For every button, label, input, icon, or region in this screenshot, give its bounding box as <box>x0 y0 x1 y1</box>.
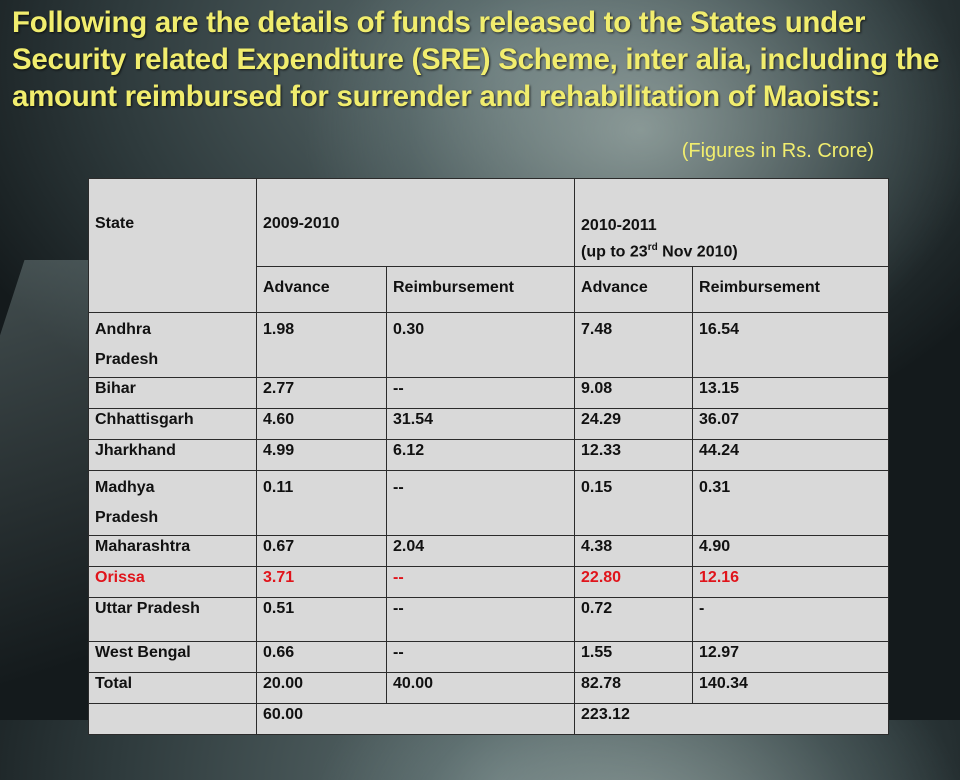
cell-state: Total <box>88 672 257 704</box>
table-row: Bihar 2.77 -- 9.08 13.15 <box>88 377 890 409</box>
cell-advance-1: 0.51 <box>256 597 387 642</box>
cell-grand-total-2010-2011: 223.12 <box>574 703 890 735</box>
cell-state: Maharashtra <box>88 535 257 567</box>
subheader-advance-1: Advance <box>256 266 387 313</box>
cell-reimbursement-1: 6.12 <box>385 439 576 471</box>
table-row: Maharashtra 0.67 2.04 4.38 4.90 <box>88 535 890 567</box>
cell-advance-2: 7.48 <box>574 312 694 378</box>
cell-reimbursement-1: 0.30 <box>385 312 576 378</box>
table-row: Chhattisgarh 4.60 31.54 24.29 36.07 <box>88 408 890 440</box>
cell-advance-1: 20.00 <box>256 672 387 704</box>
cell-advance-1: 4.60 <box>256 408 387 440</box>
cell-reimbursement-1: 40.00 <box>385 672 576 704</box>
cell-reimbursement-2: 44.24 <box>692 439 890 471</box>
cell-advance-2: 12.33 <box>574 439 694 471</box>
cell-advance-1: 4.99 <box>256 439 387 471</box>
subheader-advance-2: Advance <box>574 266 694 313</box>
cell-advance-2: 4.38 <box>574 535 694 567</box>
cell-advance-1: 0.67 <box>256 535 387 567</box>
slide-title: Following are the details of funds relea… <box>12 6 940 113</box>
cell-state: Bihar <box>88 377 257 409</box>
funds-table: State 2009-2010 2010-2011 (up to 23rd No… <box>88 178 890 735</box>
cell-state: Orissa <box>88 566 257 598</box>
cell-reimbursement-2: 12.97 <box>692 641 890 673</box>
cell-reimbursement-2: 16.54 <box>692 312 890 378</box>
cell-state: Madhya Pradesh <box>88 470 257 536</box>
cell-reimbursement-2: - <box>692 597 890 642</box>
table-row: Madhya Pradesh 0.11 -- 0.15 0.31 <box>88 470 890 536</box>
cell-reimbursement-2: 140.34 <box>692 672 890 704</box>
header-2010-2011: 2010-2011 (up to 23rd Nov 2010) <box>574 178 890 267</box>
cell-empty <box>88 703 257 735</box>
header-state: State <box>88 178 257 313</box>
table-row-grand-total: 60.00 223.12 <box>88 703 890 735</box>
cell-advance-2: 9.08 <box>574 377 694 409</box>
units-note: (Figures in Rs. Crore) <box>681 140 874 162</box>
cell-advance-1: 2.77 <box>256 377 387 409</box>
cell-advance-2: 0.72 <box>574 597 694 642</box>
cell-reimbursement-1: -- <box>385 566 576 598</box>
cell-state: West Bengal <box>88 641 257 673</box>
subheader-reimbursement-1: Reimbursement <box>385 266 576 313</box>
table-row: West Bengal 0.66 -- 1.55 12.97 <box>88 641 890 673</box>
header-2009-2010: 2009-2010 <box>255 178 576 267</box>
cell-advance-2: 82.78 <box>574 672 694 704</box>
cell-reimbursement-1: -- <box>385 597 576 642</box>
cell-advance-1: 0.66 <box>256 641 387 673</box>
cell-advance-1: 1.98 <box>256 312 387 378</box>
cell-state: Uttar Pradesh <box>88 597 257 642</box>
cell-reimbursement-1: -- <box>385 377 576 409</box>
cell-advance-2: 1.55 <box>574 641 694 673</box>
cell-reimbursement-1: -- <box>385 470 576 536</box>
cell-reimbursement-2: 12.16 <box>692 566 890 598</box>
cell-reimbursement-1: 31.54 <box>385 408 576 440</box>
table-row: Jharkhand 4.99 6.12 12.33 44.24 <box>88 439 890 471</box>
cell-reimbursement-1: 2.04 <box>385 535 576 567</box>
cell-grand-total-2009-2010: 60.00 <box>255 703 576 735</box>
cell-advance-1: 3.71 <box>256 566 387 598</box>
cell-reimbursement-1: -- <box>385 641 576 673</box>
table-row: Uttar Pradesh 0.51 -- 0.72 - <box>88 597 890 642</box>
cell-reimbursement-2: 4.90 <box>692 535 890 567</box>
cell-reimbursement-2: 13.15 <box>692 377 890 409</box>
table-row-highlighted: Orissa 3.71 -- 22.80 12.16 <box>88 566 890 598</box>
table-row-total: Total 20.00 40.00 82.78 140.34 <box>88 672 890 704</box>
cell-state: Chhattisgarh <box>88 408 257 440</box>
cell-advance-2: 24.29 <box>574 408 694 440</box>
subheader-reimbursement-2: Reimbursement <box>692 266 890 313</box>
cell-advance-2: 22.80 <box>574 566 694 598</box>
cell-reimbursement-2: 0.31 <box>692 470 890 536</box>
cell-advance-1: 0.11 <box>256 470 387 536</box>
cell-reimbursement-2: 36.07 <box>692 408 890 440</box>
table-row: Andhra Pradesh 1.98 0.30 7.48 16.54 <box>88 312 890 378</box>
cell-advance-2: 0.15 <box>574 470 694 536</box>
cell-state: Jharkhand <box>88 439 257 471</box>
cell-state: Andhra Pradesh <box>88 312 257 378</box>
